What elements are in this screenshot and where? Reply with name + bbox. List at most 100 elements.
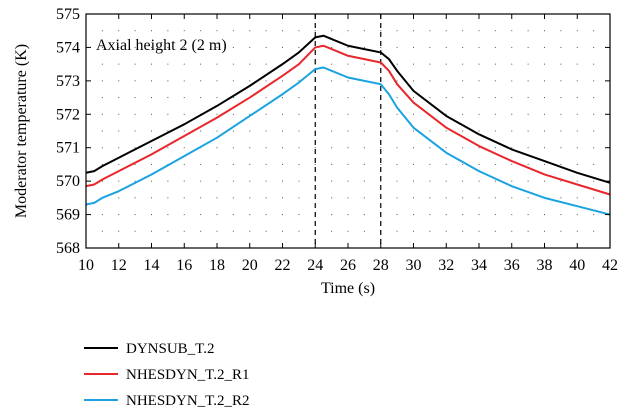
grid-dot bbox=[200, 30, 202, 32]
grid-dot bbox=[134, 230, 136, 232]
grid-dot bbox=[101, 113, 103, 115]
grid-dot bbox=[216, 97, 218, 99]
grid-dot bbox=[167, 180, 169, 182]
grid-dot bbox=[151, 130, 152, 132]
grid-dot bbox=[593, 46, 595, 48]
grid-dot bbox=[445, 80, 447, 82]
grid-dot bbox=[363, 180, 365, 182]
grid-dot bbox=[429, 130, 431, 132]
grid-dot bbox=[445, 46, 447, 48]
grid-dot bbox=[560, 46, 562, 48]
grid-dot bbox=[445, 214, 447, 216]
grid-dot bbox=[331, 163, 333, 165]
grid-dot bbox=[560, 214, 562, 216]
grid-dot bbox=[363, 46, 365, 48]
grid-dot bbox=[593, 230, 595, 232]
grid-dot bbox=[282, 97, 283, 99]
grid-dot bbox=[118, 97, 120, 99]
grid-dot bbox=[265, 197, 267, 199]
grid-dot bbox=[265, 97, 267, 99]
grid-dot bbox=[331, 214, 333, 216]
x-tick-label: 40 bbox=[569, 257, 585, 274]
grid-dot bbox=[298, 147, 300, 149]
grid-dot bbox=[494, 130, 496, 132]
grid-dot bbox=[167, 214, 169, 216]
grid-dot bbox=[101, 147, 103, 149]
y-tick-label: 568 bbox=[56, 240, 80, 257]
grid-dot bbox=[265, 147, 267, 149]
grid-dot bbox=[396, 163, 398, 165]
grid-dot bbox=[232, 30, 234, 32]
grid-dot bbox=[347, 230, 349, 232]
grid-dot bbox=[331, 30, 333, 32]
grid-dot bbox=[265, 130, 267, 132]
x-tick-label: 26 bbox=[340, 257, 356, 274]
grid-dot bbox=[462, 147, 464, 149]
grid-dot bbox=[167, 230, 169, 232]
grid-dot bbox=[478, 163, 480, 165]
grid-dot bbox=[265, 163, 267, 165]
grid-dot bbox=[462, 46, 464, 48]
grid-dot bbox=[200, 63, 202, 65]
grid-dot bbox=[544, 214, 545, 216]
grid-dot bbox=[314, 147, 316, 149]
grid-dot bbox=[298, 80, 300, 82]
grid-dot bbox=[511, 163, 513, 165]
grid-dot bbox=[413, 97, 414, 99]
grid-dot bbox=[396, 230, 398, 232]
grid-dot bbox=[183, 30, 185, 32]
grid-dot bbox=[560, 113, 562, 115]
grid-dot bbox=[396, 80, 398, 82]
grid-dot bbox=[511, 147, 513, 149]
grid-dot bbox=[593, 197, 595, 199]
grid-dot bbox=[151, 163, 152, 165]
grid-dot bbox=[544, 147, 545, 149]
grid-dot bbox=[593, 147, 595, 149]
grid-dot bbox=[216, 30, 218, 32]
grid-dot bbox=[216, 163, 218, 165]
grid-dot bbox=[265, 63, 267, 65]
grid-dot bbox=[167, 130, 169, 132]
grid-dot bbox=[593, 113, 595, 115]
grid-dot bbox=[560, 163, 562, 165]
grid-dot bbox=[183, 197, 185, 199]
grid-dot bbox=[216, 130, 218, 132]
grid-dot bbox=[249, 46, 251, 48]
grid-dot bbox=[576, 197, 578, 199]
y-tick-label: 574 bbox=[56, 39, 80, 56]
grid-dot bbox=[298, 130, 300, 132]
y-tick-label: 575 bbox=[56, 6, 80, 23]
grid-dot bbox=[380, 180, 382, 182]
grid-dot bbox=[593, 30, 595, 32]
x-tick-label: 34 bbox=[471, 257, 487, 274]
grid-dot bbox=[478, 63, 480, 65]
x-tick-label: 32 bbox=[438, 257, 454, 274]
grid-dot bbox=[494, 163, 496, 165]
grid-dot bbox=[544, 130, 545, 132]
grid-dot bbox=[282, 30, 283, 32]
grid-dot bbox=[396, 180, 398, 182]
grid-dot bbox=[494, 230, 496, 232]
grid-dot bbox=[380, 147, 382, 149]
grid-dot bbox=[134, 113, 136, 115]
grid-dot bbox=[462, 130, 464, 132]
grid-dot bbox=[576, 63, 578, 65]
grid-dot bbox=[200, 130, 202, 132]
grid-dot bbox=[151, 230, 152, 232]
grid-dot bbox=[200, 80, 202, 82]
grid-dot bbox=[478, 214, 480, 216]
grid-dot bbox=[478, 230, 480, 232]
x-tick-label: 30 bbox=[406, 257, 422, 274]
grid-dot bbox=[347, 180, 349, 182]
grid-dot bbox=[445, 163, 447, 165]
grid-dot bbox=[298, 197, 300, 199]
grid-dot bbox=[216, 46, 218, 48]
grid-dot bbox=[478, 130, 480, 132]
grid-dot bbox=[118, 113, 120, 115]
grid-dot bbox=[167, 80, 169, 82]
grid-dot bbox=[396, 63, 398, 65]
grid-dot bbox=[478, 180, 480, 182]
grid-dot bbox=[216, 113, 218, 115]
grid-dot bbox=[249, 30, 251, 32]
grid-dot bbox=[413, 113, 414, 115]
